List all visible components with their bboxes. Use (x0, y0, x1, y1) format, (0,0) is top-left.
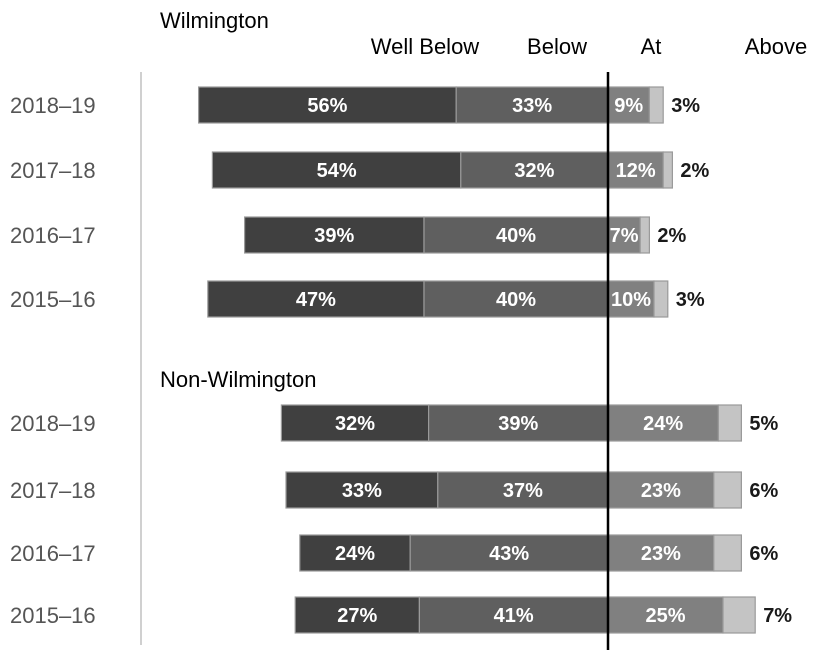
group-title-wilmington: Wilmington (160, 8, 269, 33)
legend-at: At (641, 34, 662, 59)
data-label-above: 3% (671, 95, 700, 117)
bar-segment-below-non-wilmington-2015-16 (418, 596, 609, 634)
bar-segment-at-non-wilmington-2015-16 (607, 596, 724, 634)
bar-segment-well-below-non-wilmington-2017-18 (285, 471, 439, 509)
data-label-well-below: 27% (337, 605, 377, 627)
data-label-above: 7% (763, 605, 792, 627)
legend: Well Below Below At Above (371, 34, 807, 59)
bar-segment-well-below-wilmington-2015-16 (207, 280, 425, 318)
bar-segment-above-non-wilmington-2015-16 (722, 596, 756, 634)
year-label: 2016–17 (10, 541, 96, 566)
data-label-at: 9% (614, 95, 643, 117)
data-label-above: 2% (680, 160, 709, 182)
bar-segment-above-wilmington-2016-17 (639, 216, 651, 254)
bar-segment-above-wilmington-2015-16 (653, 280, 669, 318)
bar-segment-at-non-wilmington-2016-17 (607, 534, 715, 572)
group-title-non-wilmington: Non-Wilmington (160, 367, 317, 392)
bar-segment-below-non-wilmington-2016-17 (409, 534, 609, 572)
bar-segment-well-below-non-wilmington-2018-19 (280, 404, 430, 442)
data-label-at: 23% (641, 480, 681, 502)
data-label-below: 40% (496, 225, 536, 247)
data-label-above: 2% (657, 225, 686, 247)
bar-segment-below-wilmington-2015-16 (423, 280, 609, 318)
year-label: 2015–16 (10, 287, 96, 312)
bar-segment-below-wilmington-2018-19 (455, 86, 609, 124)
year-label: 2017–18 (10, 478, 96, 503)
bar-segment-above-non-wilmington-2016-17 (713, 534, 742, 572)
data-label-below: 39% (498, 413, 538, 435)
legend-above: Above (745, 34, 807, 59)
data-label-below: 37% (503, 480, 543, 502)
data-label-well-below: 32% (335, 413, 375, 435)
year-label: 2017–18 (10, 158, 96, 183)
year-label: 2018–19 (10, 93, 96, 118)
data-label-at: 7% (610, 225, 639, 247)
group-titles: Wilmington Non-Wilmington (160, 8, 317, 392)
bar-segment-below-non-wilmington-2017-18 (437, 471, 609, 509)
bar-segment-at-non-wilmington-2017-18 (607, 471, 715, 509)
data-label-below: 40% (496, 289, 536, 311)
data-label-at: 25% (645, 605, 685, 627)
data-label-below: 33% (512, 95, 552, 117)
data-label-at: 23% (641, 543, 681, 565)
bar-segment-above-wilmington-2018-19 (648, 86, 664, 124)
data-label-at: 12% (616, 160, 656, 182)
year-label: 2016–17 (10, 223, 96, 248)
data-label-well-below: 47% (296, 289, 336, 311)
data-label-above: 3% (676, 289, 705, 311)
data-label-below: 41% (494, 605, 534, 627)
bar-segment-above-non-wilmington-2017-18 (713, 471, 742, 509)
data-label-below: 32% (514, 160, 554, 182)
data-label-well-below: 54% (317, 160, 357, 182)
legend-well-below: Well Below (371, 34, 480, 59)
data-label-well-below: 39% (314, 225, 354, 247)
data-label-above: 5% (749, 413, 778, 435)
bars-layer: 2018–19 56% 33% 9% 3% 2017–18 54% 32% 12% 2% 2016–… (10, 86, 792, 634)
legend-below: Below (527, 34, 587, 59)
data-label-well-below: 24% (335, 543, 375, 565)
data-label-above: 6% (749, 543, 778, 565)
data-label-above: 6% (749, 480, 778, 502)
data-label-well-below: 33% (342, 480, 382, 502)
data-label-below: 43% (489, 543, 529, 565)
year-label: 2015–16 (10, 603, 96, 628)
data-label-well-below: 56% (307, 95, 347, 117)
bar-segment-well-below-non-wilmington-2016-17 (299, 534, 411, 572)
bar-segment-above-non-wilmington-2018-19 (717, 404, 743, 442)
year-label: 2018–19 (10, 411, 96, 436)
data-label-at: 24% (643, 413, 683, 435)
data-label-at: 10% (611, 289, 651, 311)
bar-segment-above-wilmington-2017-18 (662, 151, 674, 189)
bar-segment-below-non-wilmington-2018-19 (428, 404, 609, 442)
